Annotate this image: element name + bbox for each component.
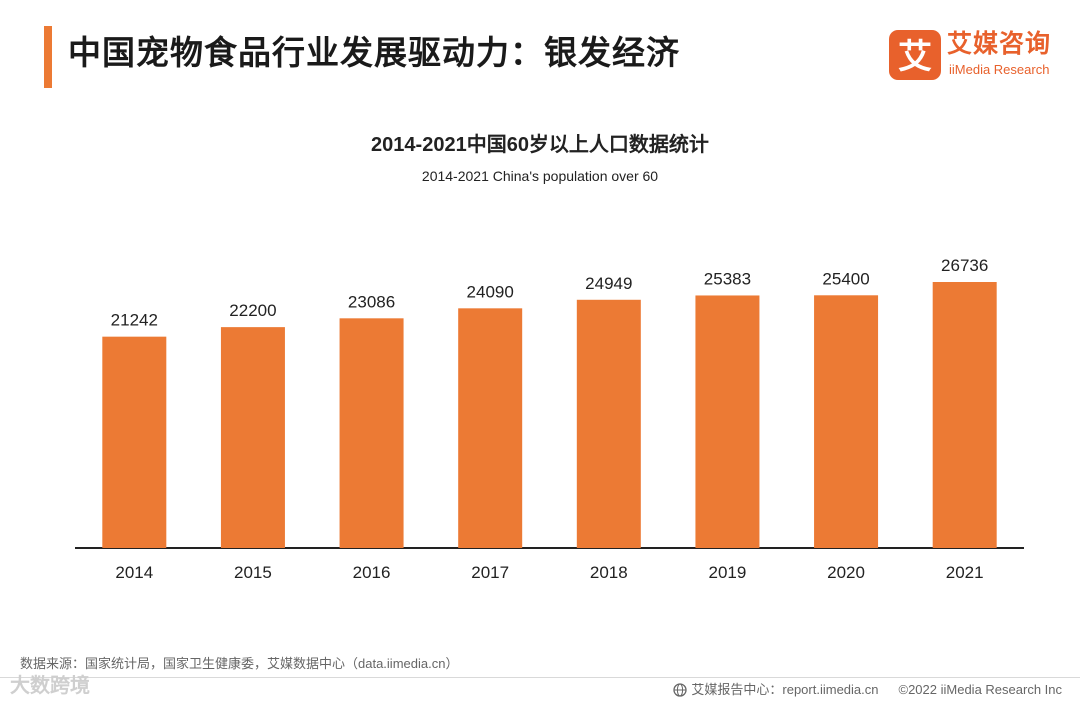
x-tick-label-2018: 2018 [590,563,628,582]
footer-info: 艾媒报告中心：report.iimedia.cn ©2022 iiMedia R… [673,681,1062,699]
chart-subtitle: 2014-2021 China's population over 60 [421,168,659,184]
copyright: ©2022 iiMedia Research Inc [898,682,1063,697]
x-tick-label-2015: 2015 [234,563,272,582]
page-title: 中国宠物食品行业发展驱动力：银发经济 [68,34,680,71]
svg-text:艾: 艾 [898,37,932,77]
bar-2020 [814,295,879,548]
logo-english-name: iiMedia Research [949,62,1050,77]
data-label-2020: 25400 [822,269,869,288]
bar-2017 [458,308,523,548]
x-tick-label-2019: 2019 [709,563,747,582]
bar-2021 [932,282,997,548]
report-center-link[interactable]: 艾媒报告中心：report.iimedia.cn [691,682,879,697]
data-label-2018: 24949 [585,274,632,293]
data-source-note: 数据来源：国家统计局，国家卫生健康委，艾媒数据中心（data.iimedia.c… [20,656,459,671]
watermark: 大数跨境 [10,675,90,697]
x-tick-label-2021: 2021 [946,563,984,582]
data-label-2019: 25383 [704,269,751,288]
globe-icon [673,683,688,697]
footer-divider [0,677,1080,678]
logo-mark-icon: 艾 [889,30,941,80]
bar-2014 [102,336,167,548]
data-label-2015: 22200 [229,301,276,320]
x-tick-label-2020: 2020 [827,563,865,582]
chart-title: 2014-2021中国60岁以上人口数据统计 [371,134,709,156]
data-label-2014: 21242 [111,311,158,330]
x-tick-label-2014: 2014 [115,563,153,582]
data-label-2021: 26736 [941,256,988,275]
data-label-2017: 24090 [467,282,514,301]
bar-2016 [339,318,404,548]
brand-logo[interactable]: 艾 艾媒咨询 iiMedia Research [889,28,1064,84]
bar-2019 [695,295,760,548]
logo-chinese-name: 艾媒咨询 [947,30,1052,58]
title-accent-bar [44,26,52,88]
x-tick-label-2016: 2016 [353,563,391,582]
bar-2015 [220,327,285,548]
data-label-2016: 23086 [348,292,395,311]
x-tick-label-2017: 2017 [471,563,509,582]
bar-2018 [576,299,641,548]
